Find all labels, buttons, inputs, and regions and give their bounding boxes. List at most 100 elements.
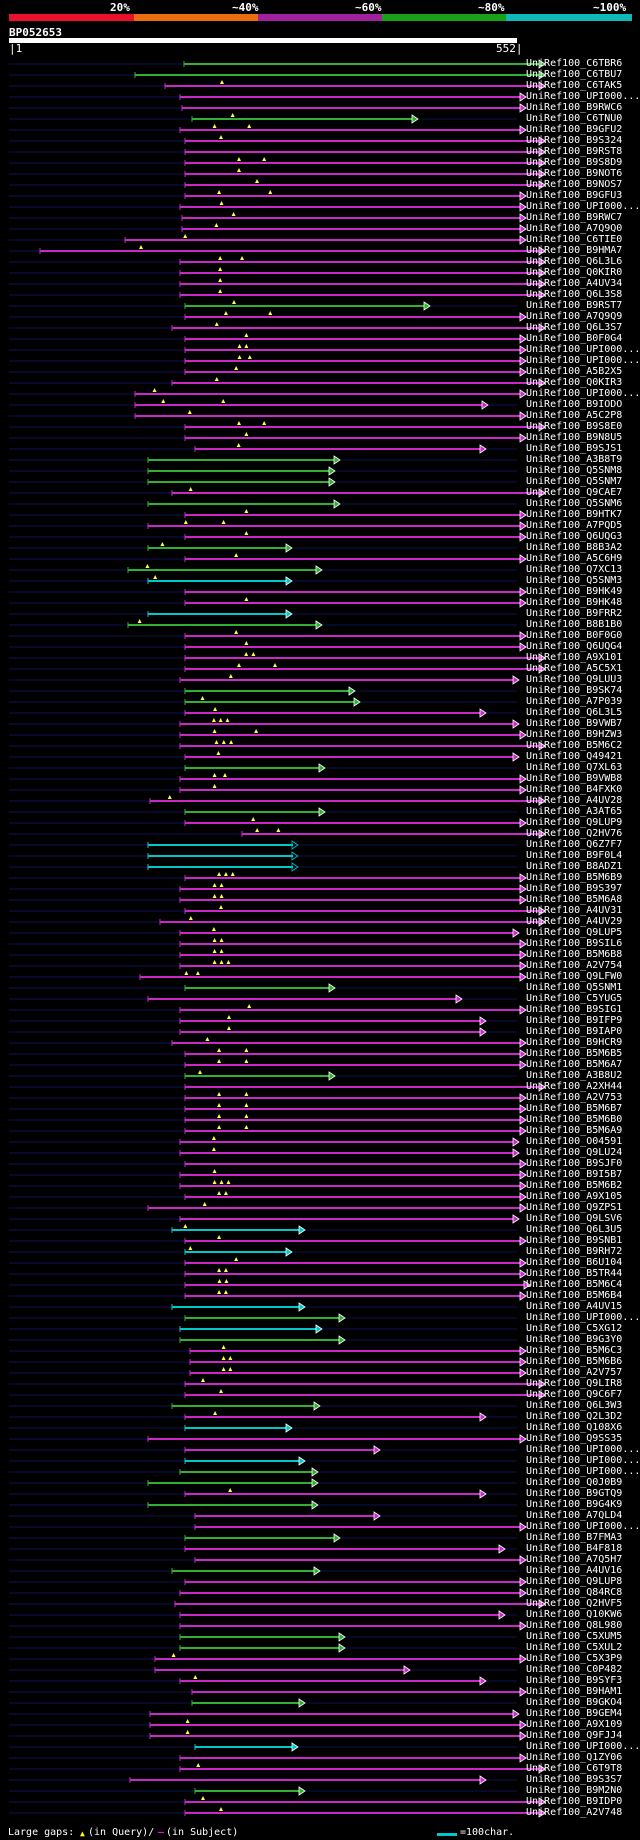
hit-label[interactable]: UniRef100_A7Q9Q9 [526,311,623,322]
hit-label[interactable]: UniRef100_Q9LUP8 [526,1576,623,1587]
hit-label[interactable]: UniRef100_A9X101 [526,652,623,663]
hit-label[interactable]: UniRef100_Q2HVF5 [526,1598,623,1609]
hit-label[interactable]: UniRef100_O04591 [526,1136,623,1147]
hit-label[interactable]: UniRef100_B9RH72 [526,1246,623,1257]
hit-label[interactable]: UniRef100_A2V753 [526,1092,623,1103]
hit-label[interactable]: UniRef100_B5M6B4 [526,1290,623,1301]
hit-label[interactable]: UniRef100_B9SK74 [526,685,623,696]
hit-label[interactable]: UniRef100_B9HZW3 [526,729,623,740]
hit-label[interactable]: UniRef100_B9NOT6 [526,168,623,179]
hit-label[interactable]: UniRef100_Q9LUP5 [526,927,623,938]
hit-label[interactable]: UniRef100_B9GFU3 [526,190,623,201]
hit-label[interactable]: UniRef100_B8ADZ1 [526,861,623,872]
hit-label[interactable]: UniRef100_Q6L3U5 [526,1224,623,1235]
hit-label[interactable]: UniRef100_B9G4K9 [526,1499,623,1510]
hit-label[interactable]: UniRef100_A5C2P8 [526,410,623,421]
hit-label[interactable]: UniRef100_UPI000... [526,1455,640,1466]
hit-label[interactable]: UniRef100_B9S3S7 [526,1774,623,1785]
hit-label[interactable]: UniRef100_UPI000... [526,91,640,102]
hit-label[interactable]: UniRef100_C6TNU0 [526,113,623,124]
hit-label[interactable]: UniRef100_UPI000... [526,344,640,355]
hit-label[interactable]: UniRef100_B9RWC7 [526,212,623,223]
hit-label[interactable]: UniRef100_B9SIL6 [526,938,623,949]
hit-label[interactable]: UniRef100_Q5SNM7 [526,476,623,487]
hit-label[interactable]: UniRef100_Q9LU24 [526,1147,623,1158]
hit-label[interactable]: UniRef100_B7FMA3 [526,1532,623,1543]
hit-label[interactable]: UniRef100_A4UV34 [526,278,623,289]
hit-label[interactable]: UniRef100_C0P482 [526,1664,623,1675]
hit-label[interactable]: UniRef100_C6T9T8 [526,1763,623,1774]
hit-label[interactable]: UniRef100_Q6Z7F7 [526,839,623,850]
hit-label[interactable]: UniRef100_Q5SNM8 [526,465,623,476]
hit-label[interactable]: UniRef100_Q9FJJ4 [526,1730,623,1741]
hit-label[interactable]: UniRef100_B9HTK7 [526,509,623,520]
hit-label[interactable]: UniRef100_B9SJF0 [526,1158,623,1169]
hit-label[interactable]: UniRef100_Q6UQG3 [526,531,623,542]
hit-label[interactable]: UniRef100_B9RST7 [526,300,623,311]
hit-label[interactable]: UniRef100_Q9LIR8 [526,1378,623,1389]
hit-label[interactable]: UniRef100_C5XG12 [526,1323,623,1334]
hit-label[interactable]: UniRef100_A7QLD4 [526,1510,623,1521]
hit-label[interactable]: UniRef100_B9IFP9 [526,1015,623,1026]
hit-label[interactable]: UniRef100_B9GKO4 [526,1697,623,1708]
hit-label[interactable]: UniRef100_B5M6A9 [526,1125,623,1136]
hit-label[interactable]: UniRef100_B9RST8 [526,146,623,157]
hit-label[interactable]: UniRef100_B5M6B7 [526,1103,623,1114]
hit-label[interactable]: UniRef100_UPI000... [526,388,640,399]
hit-label[interactable]: UniRef100_C5X3P9 [526,1653,623,1664]
hit-label[interactable]: UniRef100_B5M6B8 [526,949,623,960]
hit-label[interactable]: UniRef100_Q9LFW0 [526,971,623,982]
hit-label[interactable]: UniRef100_UPI000... [526,1444,640,1455]
hit-label[interactable]: UniRef100_C6TAK5 [526,80,623,91]
hit-label[interactable]: UniRef100_Q6UQG4 [526,641,623,652]
hit-label[interactable]: UniRef100_Q6L3S7 [526,322,623,333]
hit-label[interactable]: UniRef100_B9I5B7 [526,1169,623,1180]
hit-label[interactable]: UniRef100_UPI000... [526,1741,640,1752]
hit-label[interactable]: UniRef100_B9HK49 [526,586,623,597]
hit-label[interactable]: UniRef100_B5M6B2 [526,1180,623,1191]
hit-label[interactable]: UniRef100_A9X109 [526,1719,623,1730]
hit-label[interactable]: UniRef100_C5XUL2 [526,1642,623,1653]
hit-label[interactable]: UniRef100_Q0KIR3 [526,377,623,388]
hit-label[interactable]: UniRef100_Q9LSV6 [526,1213,623,1224]
hit-label[interactable]: UniRef100_C5XUM5 [526,1631,623,1642]
hit-label[interactable]: UniRef100_B9SNB1 [526,1235,623,1246]
hit-label[interactable]: UniRef100_UPI000... [526,1466,640,1477]
hit-label[interactable]: UniRef100_A4UV28 [526,795,623,806]
hit-label[interactable]: UniRef100_Q10KW6 [526,1609,623,1620]
hit-label[interactable]: UniRef100_A4UV15 [526,1301,623,1312]
hit-label[interactable]: UniRef100_A9X105 [526,1191,623,1202]
hit-label[interactable]: UniRef100_A5C5X1 [526,663,623,674]
hit-label[interactable]: UniRef100_B9HCR9 [526,1037,623,1048]
hit-label[interactable]: UniRef100_Q9LUP9 [526,817,623,828]
hit-label[interactable]: UniRef100_A3B8T9 [526,454,623,465]
hit-label[interactable]: UniRef100_Q8L980 [526,1620,623,1631]
hit-label[interactable]: UniRef100_B9RWC6 [526,102,623,113]
hit-label[interactable]: UniRef100_B9GFU2 [526,124,623,135]
hit-label[interactable]: UniRef100_Q108X6 [526,1422,623,1433]
hit-label[interactable]: UniRef100_A2V754 [526,960,623,971]
hit-label[interactable]: UniRef100_A5C6H9 [526,553,623,564]
hit-label[interactable]: UniRef100_C6TIE0 [526,234,623,245]
hit-label[interactable]: UniRef100_A4UV16 [526,1565,623,1576]
hit-label[interactable]: UniRef100_B9SJS1 [526,443,623,454]
hit-label[interactable]: UniRef100_A7P039 [526,696,623,707]
hit-label[interactable]: UniRef100_B5M6A7 [526,1059,623,1070]
hit-label[interactable]: UniRef100_B9HMA7 [526,245,623,256]
hit-label[interactable]: UniRef100_B4FXK0 [526,784,623,795]
hit-label[interactable]: UniRef100_A3B8U2 [526,1070,623,1081]
hit-label[interactable]: UniRef100_Q6L3L5 [526,707,623,718]
hit-label[interactable]: UniRef100_B9IAP0 [526,1026,623,1037]
hit-label[interactable]: UniRef100_Q6L3L6 [526,256,623,267]
hit-label[interactable]: UniRef100_B9S397 [526,883,623,894]
hit-label[interactable]: UniRef100_A3AT65 [526,806,623,817]
hit-label[interactable]: UniRef100_Q9CAE7 [526,487,623,498]
hit-label[interactable]: UniRef100_Q9SS35 [526,1433,623,1444]
hit-label[interactable]: UniRef100_C5YUG5 [526,993,623,1004]
hit-label[interactable]: UniRef100_A7Q9Q0 [526,223,623,234]
hit-label[interactable]: UniRef100_B8B3A2 [526,542,623,553]
hit-label[interactable]: UniRef100_B5M6C4 [526,1279,623,1290]
hit-label[interactable]: UniRef100_B9IDP0 [526,1796,623,1807]
hit-label[interactable]: UniRef100_B6U104 [526,1257,623,1268]
hit-label[interactable]: UniRef100_B9S8D9 [526,157,623,168]
